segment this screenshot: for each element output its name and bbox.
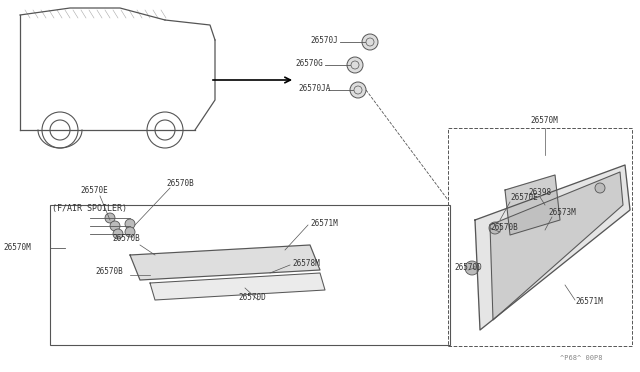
- Text: 26571M: 26571M: [310, 218, 338, 228]
- Circle shape: [350, 82, 366, 98]
- Polygon shape: [150, 273, 325, 300]
- Text: 26570D: 26570D: [454, 263, 482, 273]
- Polygon shape: [490, 172, 623, 320]
- Text: 26573M: 26573M: [548, 208, 576, 217]
- Text: 26570B: 26570B: [95, 267, 123, 276]
- Text: 26578M: 26578M: [292, 259, 320, 267]
- Circle shape: [155, 120, 175, 140]
- Bar: [448, 128, 632, 346]
- Text: 26570D: 26570D: [238, 294, 266, 302]
- Circle shape: [42, 112, 78, 148]
- Circle shape: [347, 57, 363, 73]
- Circle shape: [595, 183, 605, 193]
- Text: 26570G: 26570G: [295, 58, 323, 67]
- Circle shape: [105, 213, 115, 223]
- Polygon shape: [130, 245, 320, 280]
- Text: 26398: 26398: [528, 187, 551, 196]
- Text: ^P68^ 00P8: ^P68^ 00P8: [560, 355, 602, 361]
- Text: 26570JA: 26570JA: [298, 83, 330, 93]
- Circle shape: [125, 227, 135, 237]
- Circle shape: [147, 112, 183, 148]
- Circle shape: [465, 261, 479, 275]
- Circle shape: [125, 219, 135, 229]
- Circle shape: [50, 120, 70, 140]
- Circle shape: [110, 221, 120, 231]
- Circle shape: [489, 222, 501, 234]
- Text: 26570M: 26570M: [530, 115, 557, 125]
- Text: 26570E: 26570E: [510, 192, 538, 202]
- Bar: [50, 205, 450, 345]
- Circle shape: [362, 34, 378, 50]
- Polygon shape: [505, 175, 560, 235]
- Circle shape: [113, 229, 123, 239]
- Text: 26571M: 26571M: [575, 298, 603, 307]
- Text: 26570E: 26570E: [80, 186, 108, 195]
- Text: 26570B: 26570B: [166, 179, 194, 187]
- Polygon shape: [475, 165, 630, 330]
- Text: 26570J: 26570J: [310, 35, 338, 45]
- Text: 26570B: 26570B: [112, 234, 140, 243]
- Text: 26570B: 26570B: [490, 222, 518, 231]
- Text: (F/AIR SPOILER): (F/AIR SPOILER): [52, 203, 127, 212]
- Text: 26570M: 26570M: [3, 244, 31, 253]
